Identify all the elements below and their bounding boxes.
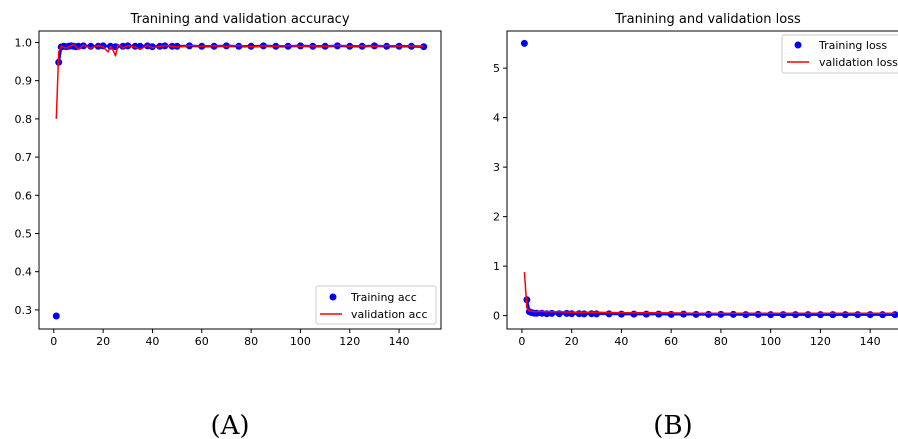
training-point: [548, 309, 556, 317]
x-tick-label: 60: [195, 335, 209, 348]
legend-label-training: Training loss: [818, 39, 887, 52]
validation-line: [55, 43, 424, 119]
training-point: [804, 311, 812, 319]
legend-label-validation: validation acc: [351, 308, 428, 321]
training-point: [617, 310, 625, 318]
x-tick-label: 40: [145, 335, 159, 348]
panel-label-b: (B): [653, 411, 692, 439]
training-point: [767, 311, 775, 319]
training-point: [841, 311, 849, 319]
training-point: [816, 311, 824, 319]
y-tick-label: 3: [493, 161, 500, 174]
accuracy-plot-area: [52, 42, 428, 320]
x-tick-label: 140: [389, 335, 410, 348]
training-point: [235, 42, 243, 50]
training-point: [891, 311, 898, 319]
accuracy-chart: Tranining and validation accuracy 0 20 40 6…: [15, 12, 442, 348]
training-point: [99, 42, 107, 50]
training-point: [284, 42, 292, 50]
training-point: [879, 311, 887, 319]
loss-chart: Tranining and validation loss 0 20 40 60 80 1…: [493, 12, 898, 348]
x-tick-label: 20: [96, 335, 110, 348]
validation-line: [523, 272, 895, 314]
training-point: [754, 310, 762, 318]
x-tick-label: 100: [290, 335, 311, 348]
y-tick-label: 2: [493, 211, 500, 224]
legend-marker-training: [329, 293, 337, 301]
y-tick-label: 0.5: [15, 227, 33, 240]
x-tick-label: 140: [860, 335, 881, 348]
loss-ticks: 0 20 40 60 80 100 120 140 0 1 2 3 4 5: [493, 62, 881, 348]
training-point: [593, 310, 600, 318]
accuracy-ticks: 0 20 40 60 80 100 120 140 0.3 0.4 0.5 0.6 0.7 0.8 0.9 1…: [15, 36, 410, 348]
training-point: [383, 42, 391, 50]
training-point: [866, 311, 874, 319]
accuracy-axes-frame: [38, 30, 442, 330]
training-point: [148, 43, 156, 51]
y-tick-label: 5: [493, 62, 500, 75]
training-point: [667, 310, 675, 318]
training-point: [792, 311, 799, 319]
training-point: [520, 39, 528, 47]
x-tick-label: 0: [50, 335, 57, 348]
chart-title: Tranining and validation loss: [614, 12, 801, 27]
legend-box: [781, 34, 898, 74]
loss-legend: Training loss validation loss: [781, 34, 898, 74]
training-point: [717, 310, 725, 318]
training-point: [630, 310, 638, 318]
legend-label-validation: validation loss: [819, 56, 898, 69]
x-tick-label: 120: [339, 335, 360, 348]
training-point: [829, 311, 837, 319]
legend-box: [315, 285, 437, 325]
y-tick-label: 1.0: [15, 36, 33, 49]
chart-title: Tranining and validation accuracy: [129, 12, 349, 27]
y-tick-label: 0.9: [15, 75, 33, 88]
accuracy-legend: Training acc validation acc: [315, 285, 437, 325]
legend-label-training: Training acc: [350, 291, 417, 304]
legend-marker-training: [794, 41, 802, 49]
x-tick-label: 20: [565, 335, 579, 348]
training-point: [742, 311, 750, 319]
y-tick-label: 1: [493, 260, 500, 273]
y-tick-label: 0: [493, 310, 500, 323]
y-tick-label: 0.6: [15, 189, 33, 202]
training-point: [580, 310, 588, 318]
x-tick-label: 100: [760, 335, 781, 348]
y-tick-label: 0.3: [15, 304, 33, 317]
x-tick-label: 0: [518, 335, 525, 348]
y-tick-label: 0.4: [15, 266, 33, 279]
loss-axes-frame: [506, 30, 898, 330]
x-tick-label: 60: [664, 335, 678, 348]
training-point: [420, 43, 428, 51]
training-point: [568, 310, 576, 318]
y-tick-label: 0.7: [15, 151, 33, 164]
y-tick-label: 0.8: [15, 113, 33, 126]
x-tick-label: 80: [244, 335, 258, 348]
training-point: [779, 311, 787, 319]
y-tick-label: 4: [493, 112, 500, 125]
training-point: [605, 310, 613, 318]
training-point: [692, 310, 700, 318]
training-point: [52, 312, 60, 320]
panel-label-a: (A): [210, 411, 249, 439]
training-point: [729, 310, 737, 318]
x-tick-label: 40: [614, 335, 628, 348]
training-point: [705, 310, 712, 318]
training-point: [854, 311, 862, 319]
training-point: [642, 310, 650, 318]
training-point: [680, 310, 688, 318]
training-point: [655, 310, 663, 318]
x-tick-label: 80: [714, 335, 728, 348]
loss-plot-area: [520, 39, 898, 319]
x-tick-label: 120: [810, 335, 831, 348]
